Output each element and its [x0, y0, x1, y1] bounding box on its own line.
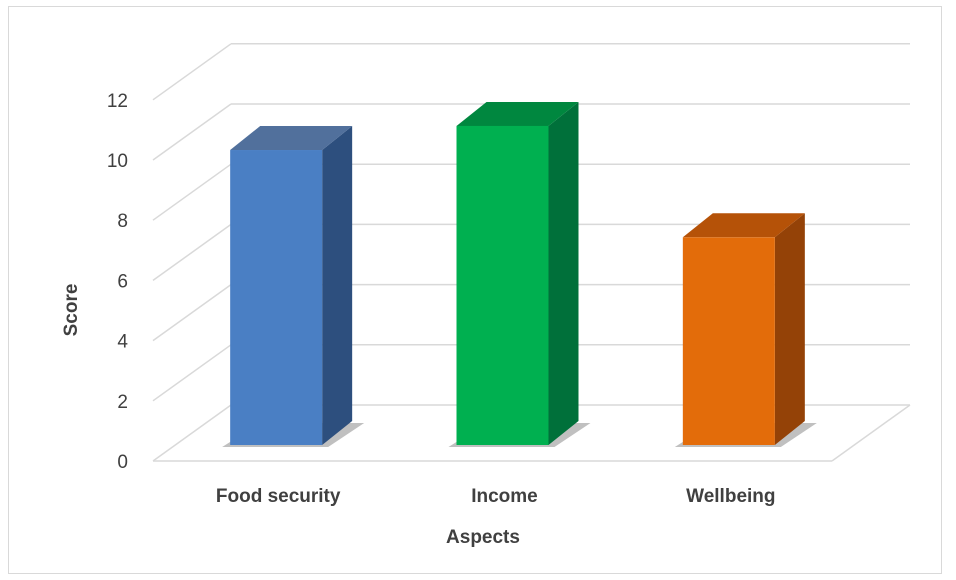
bar-front: [456, 125, 549, 445]
floor-right-edge: [831, 404, 911, 462]
bar-food-security: [222, 126, 365, 447]
x-tick-label: Food security: [216, 486, 341, 507]
x-axis-ticks: Food security Income Wellbeing: [216, 486, 776, 507]
bar-wellbeing: [674, 213, 817, 447]
bar-side: [774, 213, 805, 445]
bar-side: [322, 126, 353, 446]
y-tick-label: 2: [117, 392, 128, 413]
y-tick-label: 6: [117, 271, 128, 292]
bar-income: [448, 101, 591, 447]
x-axis-title: Aspects: [446, 527, 520, 548]
gridline-depth: [152, 43, 232, 101]
y-tick-label: 8: [117, 211, 128, 232]
x-tick-label: Income: [471, 486, 538, 507]
gridline-depth: [152, 163, 232, 221]
gridline-depth: [152, 223, 232, 282]
gridline-depth: [152, 103, 232, 161]
y-tick-label: 0: [117, 452, 128, 473]
bar-top: [230, 126, 353, 151]
bar-front: [230, 150, 323, 445]
gridline-depth: [152, 344, 232, 402]
x-tick-label: Wellbeing: [686, 486, 775, 507]
bar-side: [548, 101, 579, 445]
bar-top: [456, 101, 579, 126]
y-tick-label: 10: [107, 151, 128, 172]
y-axis-ticks: 0 2 4 6 8 10 12: [107, 91, 129, 473]
y-tick-label: 12: [107, 91, 128, 112]
gridline-depth: [152, 404, 232, 462]
y-axis-title: Score: [61, 284, 82, 337]
y-tick-label: 4: [117, 332, 128, 353]
bar-top: [682, 213, 805, 238]
bar-front: [682, 237, 775, 445]
gridline-depth: [152, 283, 232, 342]
chart-bars: [222, 101, 817, 447]
